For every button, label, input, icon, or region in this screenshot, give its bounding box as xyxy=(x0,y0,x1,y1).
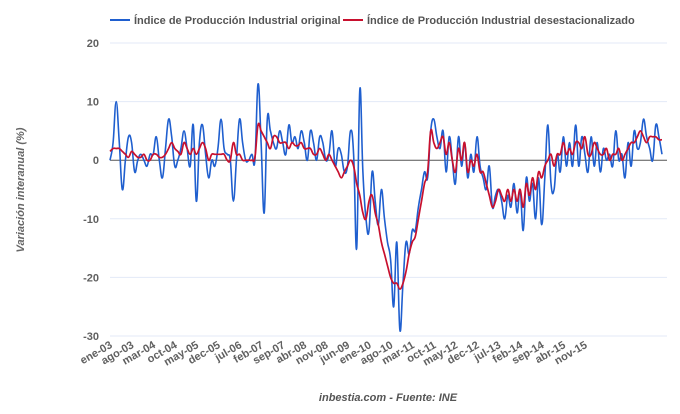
legend-label-original: Índice de Producción Industrial original xyxy=(134,14,341,27)
y-tick-label: -20 xyxy=(83,272,99,284)
series-lines xyxy=(109,83,663,332)
series-line-seasonally-adjusted[interactable] xyxy=(109,122,663,290)
y-tick-label: 10 xyxy=(87,97,99,109)
y-axis-label: Variación interanual (%) xyxy=(15,127,27,252)
legend: Índice de Producción Industrial original… xyxy=(110,14,635,27)
series-line-original[interactable] xyxy=(109,83,663,332)
legend-item-original[interactable]: Índice de Producción Industrial original xyxy=(110,14,341,27)
y-tick-label: -30 xyxy=(83,331,99,343)
x-axis-ticks: ene-03ago-03mar-04oct-04may-05dec-05jul-… xyxy=(78,339,589,369)
credit-text: inbestia.com - Fuente: INE xyxy=(319,392,458,404)
y-tick-label: 0 xyxy=(93,155,99,167)
gridlines xyxy=(110,42,667,337)
y-tick-label: -10 xyxy=(83,214,99,226)
legend-item-seasonally-adjusted[interactable]: Índice de Producción Industrial desestac… xyxy=(343,14,635,27)
y-axis-ticks: 20 10 0 -10 -20 -30 xyxy=(83,38,99,343)
y-tick-label: 20 xyxy=(87,38,99,50)
legend-label-seasonally-adjusted: Índice de Producción Industrial desestac… xyxy=(367,14,635,27)
